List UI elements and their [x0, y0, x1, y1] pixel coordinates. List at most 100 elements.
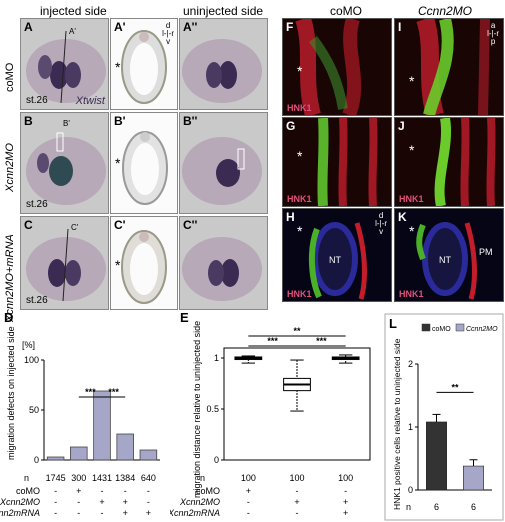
panel-label-F: F	[286, 20, 294, 34]
legend-swatch	[455, 323, 465, 332]
asterisk-marker: *	[409, 223, 415, 239]
section-image	[121, 230, 167, 304]
condition-value: -	[77, 508, 80, 518]
panel-label-G: G	[286, 119, 296, 133]
asterisk-marker: *	[409, 73, 415, 89]
legend-label: coMO	[432, 326, 451, 333]
row-label-xcnn2mo-mrna: Xcnn2MO+mRNA	[4, 234, 16, 322]
panel-label-B: B	[24, 114, 33, 128]
panel-C2-embryo: C''	[179, 216, 268, 310]
condition-value: +	[294, 497, 299, 507]
embryo-image	[26, 132, 106, 205]
condition-value: +	[123, 497, 128, 507]
condition-value: +	[146, 508, 151, 518]
condition-value: -	[77, 497, 80, 507]
n-label: n	[200, 473, 205, 483]
condition-label: Xcnn2MO	[179, 497, 220, 507]
condition-label: Xcnn2mRNA	[0, 508, 40, 518]
panel-label-C2: C''	[183, 218, 198, 232]
bar	[426, 421, 447, 491]
panel-label-E: E	[180, 310, 189, 325]
condition-value: -	[101, 486, 104, 496]
legend-label: Ccnn2MO	[466, 326, 498, 333]
n-value: 6	[434, 502, 439, 512]
panel-label-A: A	[24, 20, 33, 34]
panel-G-fluorescence: G * HNK1	[282, 117, 392, 207]
panel-F-fluorescence: F * HNK1	[282, 18, 392, 116]
nt-label: NT	[439, 255, 451, 265]
y-tick-label: 0.5	[206, 404, 219, 414]
n-label: n	[24, 473, 29, 483]
bar	[116, 433, 134, 461]
stage-label: st.26	[26, 295, 48, 306]
n-value: 6	[471, 502, 476, 512]
y-tick-label: 2	[408, 359, 413, 369]
section-image	[122, 131, 168, 205]
hnk1-label: HNK1	[287, 103, 312, 113]
section-mark-C1: C'	[71, 223, 79, 232]
fluorescence-image	[308, 222, 367, 300]
panel-A1-section: A' * d l-|-r v	[110, 18, 178, 110]
panel-I-fluorescence: I * a l-|-r p	[394, 18, 504, 116]
y-axis-label: migration defects on injected side	[6, 326, 16, 460]
significance-label: ***	[108, 387, 119, 397]
n-value: 1431	[92, 473, 112, 483]
panel-label-C1: C'	[114, 218, 126, 232]
plot-frame	[223, 347, 371, 461]
significance-label: ***	[85, 387, 96, 397]
condition-value: -	[101, 508, 104, 518]
n-value: 100	[289, 473, 304, 483]
asterisk-marker: *	[297, 223, 303, 239]
panel-B1-section: B' *	[110, 112, 178, 214]
xtwist-label: Xtwist	[75, 95, 105, 107]
asterisk-marker: *	[115, 155, 121, 171]
condition-value: -	[54, 497, 57, 507]
condition-value: -	[147, 497, 150, 507]
panel-label-A1: A'	[114, 20, 126, 34]
embryo-image	[182, 137, 262, 205]
row-label-xcnn2mo: Xcnn2MO	[4, 143, 16, 192]
y-tick-label: 1	[408, 422, 413, 432]
condition-value: -	[296, 486, 299, 496]
condition-label: Xcnn2mRNA	[170, 508, 220, 518]
panel-label-L: L	[389, 316, 397, 331]
panel-A2-embryo: A''	[179, 18, 268, 110]
significance-label: ***	[267, 336, 278, 346]
y-tick-label: 0	[34, 455, 39, 465]
condition-value: -	[247, 497, 250, 507]
panel-B2-embryo: B''	[179, 112, 268, 214]
chart-D: D [%] migration defects on injected side 0 5…	[0, 310, 160, 518]
panel-label-B2: B''	[183, 114, 198, 128]
bar	[93, 390, 111, 461]
panel-frame	[384, 313, 504, 521]
hnk1-label: HNK1	[287, 289, 312, 299]
fluorescence-image	[317, 118, 378, 206]
section-image	[121, 30, 167, 104]
condition-value: +	[343, 508, 348, 518]
significance-label: **	[451, 382, 459, 392]
orientation-indicator: a l-|-r p	[487, 21, 499, 46]
asterisk-marker: *	[297, 148, 303, 164]
condition-value: +	[123, 508, 128, 518]
embryo-image	[182, 237, 262, 301]
panel-label-K: K	[398, 210, 407, 224]
n-value: 1745	[46, 473, 66, 483]
n-label: n	[406, 502, 411, 512]
hnk1-label: HNK1	[287, 194, 312, 204]
header-injected-side: injected side	[40, 4, 107, 18]
orientation-indicator: d l-|-r v	[162, 21, 174, 46]
y-axis-label: HNK1 positive cells relative to uninject…	[392, 338, 402, 510]
y-unit: [%]	[22, 340, 35, 350]
condition-value: -	[54, 486, 57, 496]
condition-label: coMO	[16, 486, 40, 496]
condition-value: -	[54, 508, 57, 518]
panel-B-embryo: B B' st.26	[20, 112, 109, 214]
n-value: 100	[338, 473, 353, 483]
fluorescence-image	[416, 222, 477, 300]
panel-C1-section: C' *	[110, 216, 178, 310]
y-tick-label: 0	[214, 455, 219, 465]
condition-value: +	[76, 486, 81, 496]
significance-label: **	[293, 326, 301, 336]
condition-value: +	[343, 497, 348, 507]
